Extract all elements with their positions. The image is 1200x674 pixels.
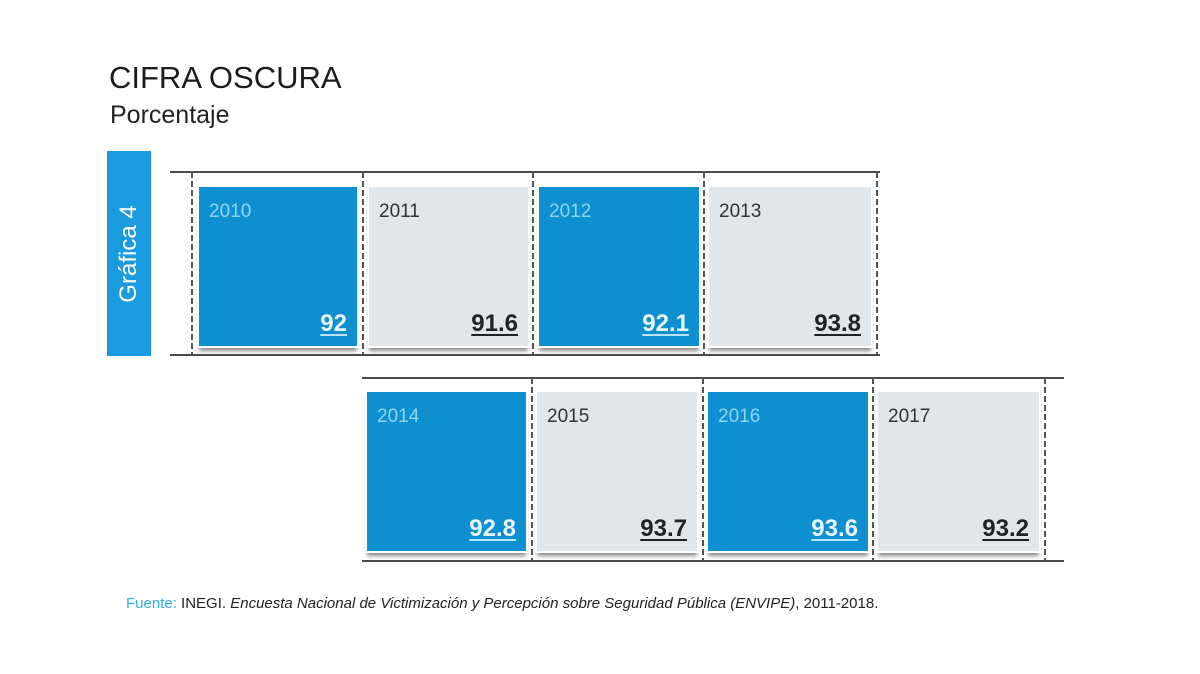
source-title: Encuesta Nacional de Victimización y Per… [230,595,796,612]
tile-year: 2012 [549,201,592,222]
tile-value: 92.8 [469,515,516,542]
tile-value: 92 [320,310,347,337]
tile-value: 93.6 [811,515,858,542]
tile-year: 2010 [209,201,252,222]
source-years: , 2011-2018. [795,595,879,612]
tile-2013: 2013 93.8 [707,185,873,348]
tile-2014: 2014 92.8 [365,390,528,553]
row1-divider [532,172,534,354]
tile-value: 93.2 [982,515,1029,542]
tile-value: 92.1 [642,310,689,337]
tile-value: 93.8 [814,310,861,337]
tile-year: 2014 [377,406,420,427]
row1-top-rule [170,171,880,173]
row2-divider [1044,378,1046,560]
tile-2017: 2017 93.2 [876,390,1041,553]
row1-divider [191,172,193,354]
tile-year: 2016 [718,406,761,427]
tile-year: 2017 [888,406,931,427]
tile-2012: 2012 92.1 [537,185,701,348]
row1-divider [876,172,878,354]
tile-2016: 2016 93.6 [706,390,870,553]
tile-2015: 2015 93.7 [535,390,699,553]
row1-divider [703,172,705,354]
figure-label-tab: Gráfica 4 [107,151,151,356]
tile-year: 2011 [379,201,420,222]
row2-bottom-rule [362,560,1064,562]
tile-year: 2015 [547,406,590,427]
figure-label: Gráfica 4 [115,204,142,303]
row1-bottom-rule [170,354,880,356]
source-note: Fuente: INEGI. Encuesta Nacional de Vict… [126,595,878,612]
tile-value: 93.7 [640,515,687,542]
tile-2011: 2011 91.6 [367,185,530,348]
chart-title: CIFRA OSCURA [109,60,342,95]
row2-top-rule [362,377,1064,379]
tile-year: 2013 [719,201,762,222]
source-label: Fuente: [126,595,177,612]
tile-value: 91.6 [471,310,518,337]
row2-divider [531,378,533,560]
source-org: INEGI. [176,595,231,612]
row2-divider [872,378,874,560]
row1-divider [362,172,364,354]
tile-2010: 2010 92 [197,185,359,348]
chart-subtitle: Porcentaje [110,101,230,129]
row2-divider [702,378,704,560]
